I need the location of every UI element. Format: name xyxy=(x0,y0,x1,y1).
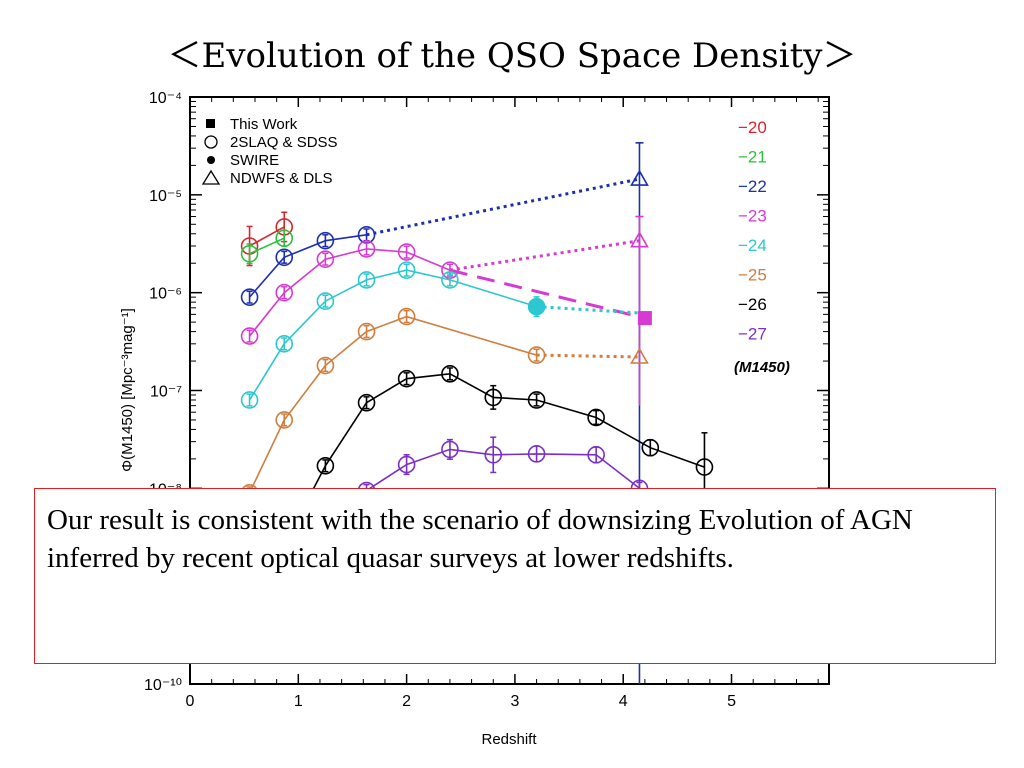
data-point-open-circle xyxy=(275,248,294,267)
data-point-open-circle xyxy=(397,369,416,388)
magnitude-legend-label: −27 xyxy=(738,325,767,344)
x-tick-label: 5 xyxy=(727,693,736,710)
data-point-open-circle xyxy=(316,356,335,375)
series-line xyxy=(249,237,285,255)
series-line xyxy=(248,315,537,494)
legend-marker-square xyxy=(206,119,215,128)
data-point-open-circle xyxy=(397,243,416,261)
data-point-open-circle xyxy=(275,283,294,302)
magnitude-legend-caption: (M1450) xyxy=(734,359,790,376)
dotted-extrapolation-line xyxy=(366,177,640,237)
data-point-open-circle xyxy=(527,346,546,364)
data-point-open-circle xyxy=(641,438,660,457)
legend-marker-filled-circle xyxy=(207,156,215,164)
data-point-open-circle xyxy=(275,411,294,429)
dotted-extrapolation-line xyxy=(536,353,640,359)
data-point-triangle xyxy=(630,347,649,364)
series-line xyxy=(248,234,367,298)
data-point-open-circle xyxy=(316,292,335,310)
data-point-open-circle xyxy=(357,240,376,258)
series-line xyxy=(366,448,640,492)
legend-label: NDWFS & DLS xyxy=(230,170,333,187)
data-point-open-circle xyxy=(441,365,459,383)
magnitude-legend-label: −23 xyxy=(738,207,767,226)
magnitude-legend-label: −22 xyxy=(738,177,767,196)
slide-title: ＜Evolution of the QSO Space Density＞ xyxy=(167,36,857,76)
data-point-open-circle xyxy=(441,271,459,289)
data-point-open-circle xyxy=(240,288,259,306)
magnitude-legend-label: −21 xyxy=(738,148,767,167)
data-point-triangle xyxy=(630,169,649,186)
data-point-open-circle xyxy=(357,271,376,289)
data-point-open-circle xyxy=(275,335,294,353)
data-point-triangle xyxy=(630,231,649,248)
data-point-open-circle xyxy=(441,440,459,459)
legend-label: SWIRE xyxy=(230,152,279,169)
x-tick-label: 2 xyxy=(402,693,411,710)
y-tick-label: 10⁻⁵ xyxy=(149,188,182,205)
data-point-open-circle xyxy=(316,231,335,250)
legend-label: 2SLAQ & SDSS xyxy=(230,134,338,151)
data-point-open-circle xyxy=(357,393,376,412)
data-point-open-circle xyxy=(316,250,335,268)
x-axis-label: Redshift xyxy=(481,731,537,748)
y-axis-label: Φ(M1450) [Mpc⁻³mag⁻¹] xyxy=(119,308,136,472)
dotted-extrapolation-line xyxy=(536,305,640,315)
magnitude-legend-label: −24 xyxy=(738,236,767,255)
data-point-open-circle xyxy=(527,391,546,409)
data-point-open-circle xyxy=(484,388,503,407)
data-point-open-circle xyxy=(587,446,605,464)
legend-marker-open-circle xyxy=(204,135,218,149)
magnitude-legend-label: −20 xyxy=(738,118,767,137)
y-tick-label: 10⁻⁴ xyxy=(149,90,182,107)
y-tick-label: 10⁻⁷ xyxy=(150,384,182,401)
magnitude-legend-label: −26 xyxy=(738,295,767,314)
x-tick-label: 3 xyxy=(510,693,519,710)
data-point-open-circle xyxy=(397,455,416,474)
data-point-open-circle xyxy=(240,244,259,263)
data-point-open-circle xyxy=(275,229,294,248)
conclusion-callout: Our result is consistent with the scenar… xyxy=(34,488,996,664)
data-point-open-circle xyxy=(357,322,376,341)
data-point-filled-circle xyxy=(528,298,545,315)
data-point-open-circle xyxy=(527,445,546,463)
legend-marker-triangle xyxy=(201,169,221,185)
data-point-open-circle xyxy=(240,327,259,345)
series-line xyxy=(297,372,705,519)
x-tick-label: 1 xyxy=(294,693,303,710)
series-line xyxy=(248,269,537,401)
data-point-filled-square xyxy=(637,311,652,326)
data-point-open-circle xyxy=(397,261,416,279)
dashed-extrapolation-line xyxy=(449,268,646,320)
x-tick-label: 4 xyxy=(619,693,628,710)
data-point-open-circle xyxy=(484,446,503,464)
data-point-open-circle xyxy=(397,307,416,326)
data-point-open-circle xyxy=(587,408,605,427)
y-tick-label: 10⁻⁶ xyxy=(149,286,182,303)
legend-label: This Work xyxy=(230,116,298,133)
magnitude-legend-label: −25 xyxy=(738,266,767,285)
data-point-open-circle xyxy=(240,391,259,409)
data-point-open-circle xyxy=(695,458,714,476)
dotted-extrapolation-line xyxy=(449,239,640,272)
y-tick-label: 10⁻¹⁰ xyxy=(144,677,182,694)
x-tick-label: 0 xyxy=(186,693,195,710)
series-line xyxy=(249,226,285,247)
data-point-open-circle xyxy=(316,456,335,475)
